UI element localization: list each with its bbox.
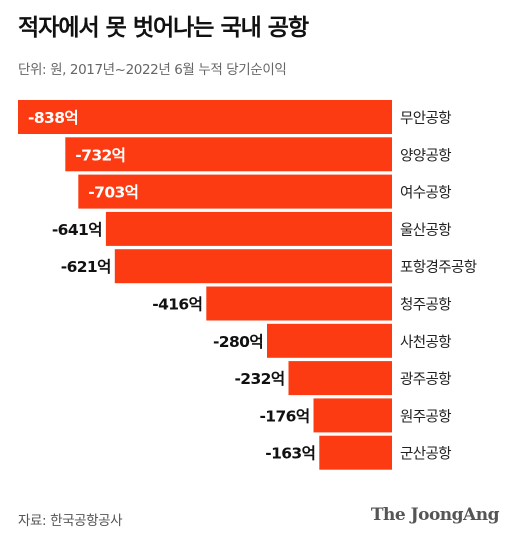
value-label-8: -176억	[259, 406, 309, 425]
value-label-5: -416억	[152, 295, 202, 314]
category-label-3: 울산공항	[400, 222, 451, 239]
bar-7	[288, 361, 392, 396]
bar-3	[105, 211, 393, 246]
category-label-7: 광주공항	[400, 371, 451, 388]
bar-6	[267, 323, 392, 358]
chart-subtitle: 단위: 원, 2017년~2022년 6월 누적 당기순이익	[18, 62, 287, 78]
category-label-5: 청주공항	[400, 297, 451, 314]
value-label-9: -163억	[265, 444, 315, 463]
bar-4	[114, 249, 393, 284]
chart-title: 적자에서 못 벗어나는 국내 공항	[18, 15, 309, 41]
value-label-3: -641억	[52, 220, 102, 239]
category-label-1: 양양공항	[400, 147, 451, 164]
category-label-8: 원주공항	[400, 408, 451, 425]
value-label-1: -732억	[75, 145, 125, 164]
bar-2	[78, 174, 393, 209]
category-label-2: 여수공항	[400, 185, 451, 202]
bar-8	[313, 398, 392, 433]
source-note: 자료: 한국공항공사	[18, 513, 123, 529]
bar-1	[65, 137, 393, 172]
category-label-6: 사천공항	[400, 334, 451, 351]
value-label-4: -621억	[61, 257, 111, 276]
bar-9	[319, 435, 392, 470]
value-label-7: -232억	[234, 369, 284, 388]
value-label-6: -280억	[213, 332, 263, 351]
bar-5	[206, 286, 392, 321]
bar-0	[18, 100, 392, 134]
category-label-0: 무안공항	[400, 110, 451, 127]
category-label-4: 포항경주공항	[400, 259, 477, 276]
category-label-9: 군산공항	[400, 446, 451, 463]
publisher-logo: The JoongAng	[370, 505, 500, 525]
value-label-0: -838억	[28, 108, 78, 127]
value-label-2: -703억	[88, 183, 138, 202]
